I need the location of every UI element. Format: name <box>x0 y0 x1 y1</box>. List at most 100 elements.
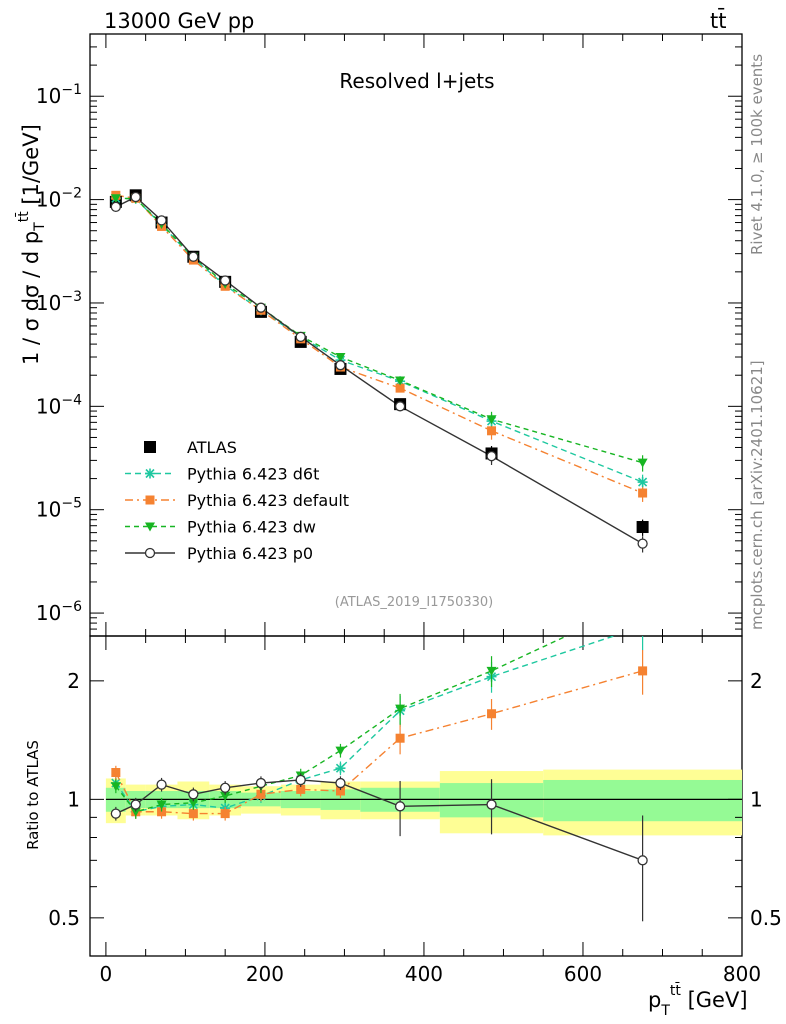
data-point-dw <box>156 800 167 810</box>
data-point-dw <box>188 798 199 808</box>
ratio-series-group <box>110 597 648 922</box>
rivet-label: Rivet 4.1.0, ≥ 100k events <box>748 54 766 255</box>
ratio-y-tick-label-right: 1 <box>750 787 763 811</box>
data-point-dw <box>395 376 406 386</box>
data-point-p0 <box>335 777 346 789</box>
data-point-d6t <box>335 763 346 774</box>
legend-label: ATLAS <box>187 438 237 457</box>
data-point-dw <box>110 194 121 204</box>
main-plot: 10−1 10−2 10−3 10−4 10−5 10−6 <box>36 33 743 637</box>
band-green <box>543 779 742 822</box>
data-point-d6t <box>145 468 155 479</box>
legend: ATLAS Pythia 6.423 d6t Pythia 6.423 defaul… <box>125 438 349 563</box>
process-label: tt̄ <box>710 8 726 33</box>
data-point-default <box>395 733 405 743</box>
x-tick-label: 800 <box>723 962 761 986</box>
data-point-default <box>111 768 121 778</box>
data-point-p0 <box>110 808 121 819</box>
y-tick-label: 10−5 <box>36 496 82 522</box>
data-point-default <box>157 807 167 817</box>
data-point-p0 <box>637 855 648 866</box>
svg-text:pTtt̄ [GeV]: pTtt̄ [GeV] <box>648 981 748 1019</box>
data-point-p0 <box>188 789 199 800</box>
data-point-dw <box>145 522 155 532</box>
data-point-p0 <box>130 191 141 203</box>
plot-title: Resolved l+jets <box>339 69 494 93</box>
series-line <box>115 197 643 483</box>
series-line <box>115 194 643 494</box>
data-point-p0 <box>130 799 141 810</box>
data-point-atlas <box>636 521 649 534</box>
data-point-default <box>145 495 155 505</box>
data-point-p0 <box>110 201 121 213</box>
data-point-p0 <box>486 799 497 810</box>
data-point-p0 <box>220 275 231 286</box>
series-line <box>115 197 643 464</box>
data-point-p0 <box>220 782 231 793</box>
data-point-default <box>220 809 230 819</box>
data-point-dw <box>637 458 648 468</box>
data-point-default <box>188 809 198 819</box>
data-point-default <box>335 786 345 796</box>
data-point-p0 <box>295 774 306 786</box>
data-point-dw <box>486 415 497 425</box>
analysis-id: (ATLAS_2019_I1750330) <box>335 595 493 610</box>
mcplots-label: mcplots.cern.ch [arXiv:2401.10621] <box>748 360 766 630</box>
data-point-p0 <box>394 801 406 812</box>
data-point-p0 <box>144 547 156 559</box>
beam-label: 13000 GeV pp <box>104 9 254 33</box>
ratio-y-tick-label: 1 <box>67 787 80 811</box>
legend-label: Pythia 6.423 dw <box>187 518 316 537</box>
data-point-default <box>487 709 497 719</box>
data-point-p0 <box>156 215 167 226</box>
data-point-d6t <box>637 477 648 488</box>
ratio-y-tick-label: 0.5 <box>48 906 80 930</box>
data-point-default <box>395 383 405 393</box>
data-point-default <box>256 789 266 799</box>
legend-label: Pythia 6.423 default <box>187 491 349 510</box>
y-tick-label: 10−4 <box>36 392 82 418</box>
data-point-p0 <box>335 360 346 371</box>
data-point-dw <box>638 597 648 606</box>
y-tick-label: 10−2 <box>36 186 82 212</box>
x-tick-label: 0 <box>100 962 113 986</box>
data-point-default <box>638 666 648 676</box>
ratio-plot: 0.5 0.5 1 1 2 2 0 200 400 600 800 <box>48 597 782 986</box>
y-tick-label: 10−1 <box>36 82 82 108</box>
data-point-p0 <box>637 538 648 549</box>
main-ylabel: 1 / σ dσ / d pTtt̄ [1/GeV] <box>14 124 48 365</box>
legend-label: Pythia 6.423 p0 <box>187 544 313 563</box>
data-point-p0 <box>255 777 267 789</box>
x-tick-label: 200 <box>246 962 284 986</box>
ratio-line <box>115 636 569 813</box>
ratio-y-tick-label: 2 <box>67 669 80 693</box>
data-point-dw <box>335 353 346 363</box>
data-point-dw <box>486 666 497 676</box>
data-point-dw <box>110 782 121 792</box>
data-point-p0 <box>295 331 306 343</box>
data-point-d6t <box>638 621 648 631</box>
legend-label: Pythia 6.423 d6t <box>187 465 319 484</box>
ratio-ylabel: Ratio to ATLAS <box>24 740 42 850</box>
x-tick-label: 400 <box>405 962 443 986</box>
data-point-atlas <box>144 441 156 453</box>
x-tick-label: 600 <box>564 962 602 986</box>
data-point-dw <box>220 791 231 801</box>
data-point-p0 <box>394 401 406 412</box>
data-point-p0 <box>486 450 497 462</box>
data-point-default <box>638 488 648 498</box>
ratio-y-tick-label-right: 2 <box>750 669 763 693</box>
data-point-p0 <box>255 302 267 313</box>
data-point-p0 <box>156 779 167 790</box>
data-point-dw <box>395 704 406 714</box>
data-point-default <box>487 426 497 436</box>
data-point-dw <box>130 807 141 817</box>
y-tick-label: 10−6 <box>36 599 82 625</box>
ratio-y-tick-label-right: 0.5 <box>750 906 782 930</box>
svg-text:1 / σ dσ / d pTtt̄ [1/GeV]: 1 / σ dσ / d pTtt̄ [1/GeV] <box>14 124 48 365</box>
data-point-dw <box>335 746 346 756</box>
data-point-default <box>296 784 306 794</box>
y-tick-label: 10−3 <box>36 289 82 315</box>
xlabel: pTtt̄ [GeV] <box>648 981 748 1019</box>
